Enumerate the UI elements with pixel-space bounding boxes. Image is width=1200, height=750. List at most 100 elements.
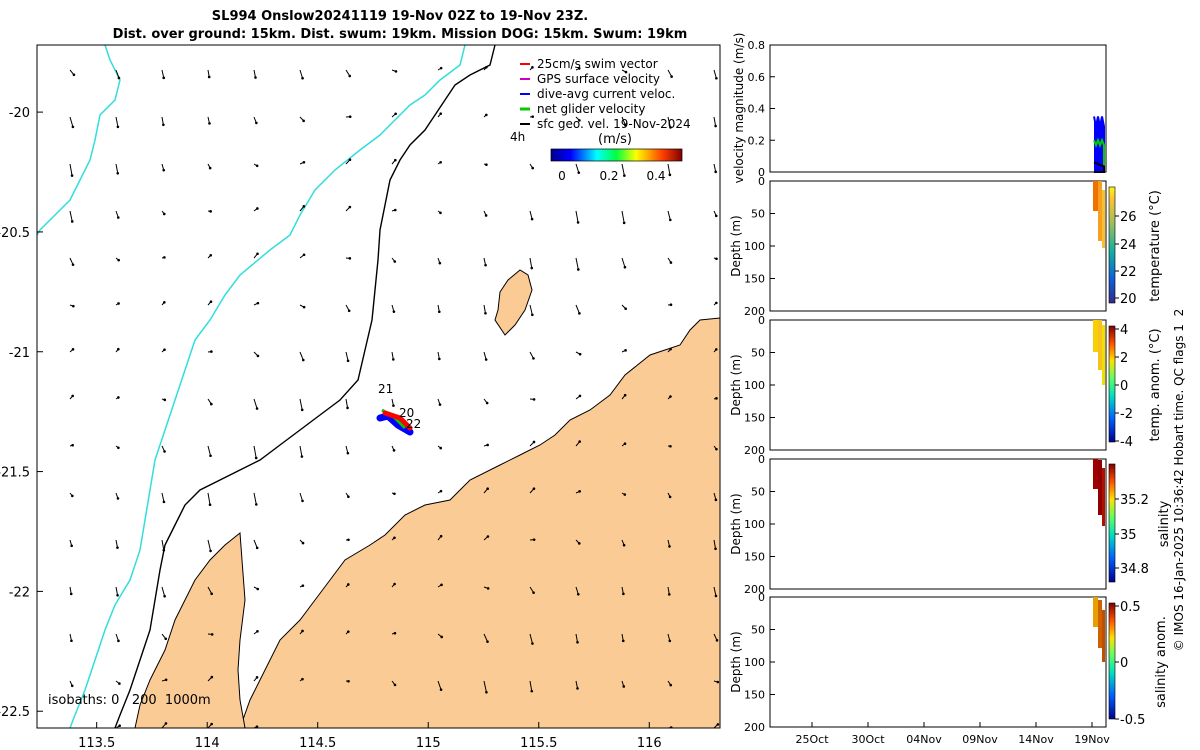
geo-arrow	[392, 727, 393, 728]
geo-arrow	[713, 116, 717, 127]
geo-arrow-head	[116, 125, 120, 129]
geo-arrow-head	[347, 538, 350, 542]
geo-arrow-head	[117, 446, 120, 450]
velocity-y-ticks: 0 0.2 0.4 0.6 0.8	[748, 39, 775, 179]
salinity-panel	[769, 458, 1107, 590]
geo-arrow	[115, 163, 119, 174]
cbar-tick-label: 34.8	[1120, 562, 1149, 577]
colorbar-bar	[550, 148, 683, 162]
depth-ticks: 0501001502000501001502000501001502000501…	[744, 175, 775, 734]
geo-arrow	[346, 727, 347, 728]
geo-arrow-head	[255, 121, 258, 125]
geo-arrow-head	[70, 220, 74, 223]
geo-arrow-head	[437, 310, 441, 314]
sal-anom-ylabel: Depth (m)	[729, 631, 743, 692]
geo-arrow-head	[70, 639, 73, 643]
geo-arrow-head	[394, 70, 398, 73]
geo-arrow-head	[714, 124, 717, 128]
legend-extra: 4h	[510, 130, 525, 144]
geo-arrow	[69, 163, 73, 176]
geo-arrow-head	[622, 685, 626, 688]
geo-arrow-head	[623, 493, 627, 496]
geo-arrow	[115, 69, 120, 79]
cbar-tick-label: 20	[1120, 292, 1137, 307]
velocity-ytick-label: 0.6	[748, 71, 766, 84]
geo-arrow-head	[164, 722, 168, 725]
geo-arrow-head	[346, 406, 349, 410]
geo-arrow-head	[118, 682, 121, 685]
geo-arrow-head	[669, 444, 672, 448]
geo-arrow-head	[393, 536, 396, 540]
geo-arrow-head	[624, 123, 627, 127]
title-line2: Dist. over ground: 15km. Dist. swum: 19k…	[113, 27, 688, 42]
date-ticks: 25Oct 30Oct 04Nov 09Nov 14Nov 19Nov	[795, 722, 1110, 746]
geo-arrow	[621, 116, 626, 126]
map-ytick-label: -20.5	[0, 226, 30, 241]
geo-arrow-head	[347, 495, 350, 498]
geo-arrow-head	[256, 630, 259, 633]
geo-arrow-head	[301, 629, 304, 633]
geo-arrow-head	[439, 112, 443, 115]
geo-arrow-head	[208, 166, 212, 170]
geo-arrow-head	[71, 443, 74, 447]
temp-anom-colorbar	[1108, 325, 1116, 443]
salinity-ylabel: Depth (m)	[729, 493, 743, 554]
geo-arrow-head	[162, 548, 166, 552]
geo-arrow-head	[439, 534, 443, 538]
geo-arrow	[207, 539, 212, 552]
geo-arrow-head	[209, 549, 212, 553]
map-x-ticks: 113.5 114 114.5 115 115.5 116	[78, 722, 662, 750]
geo-arrow	[529, 304, 533, 315]
geo-arrow-head	[439, 211, 442, 215]
velocity-ytick-label: 0	[758, 166, 765, 179]
date-tick-label: 19Nov	[1074, 733, 1110, 746]
geo-arrow-head	[392, 358, 395, 361]
geo-arrow-head	[210, 402, 213, 406]
geo-arrow-head	[116, 546, 119, 549]
geo-arrow-head	[439, 66, 443, 70]
map-xtick-label: 115	[416, 736, 441, 750]
geo-arrow-head	[70, 684, 74, 688]
geo-arrow-head	[622, 221, 626, 225]
map-xtick-label: 116	[637, 736, 662, 750]
geo-arrow-head	[118, 724, 121, 727]
geo-arrow-head	[346, 583, 350, 586]
geo-arrow-head	[624, 70, 628, 74]
cbar-tick-label: 24	[1120, 238, 1137, 253]
depth-tick-label: 100	[744, 656, 765, 669]
geo-arrow-head	[209, 253, 213, 257]
geo-arrow-head	[302, 160, 306, 164]
geo-arrow-head	[162, 500, 166, 504]
geo-arrow-head	[392, 310, 396, 313]
temperature-panel	[769, 180, 1107, 312]
geo-arrow-head	[301, 499, 304, 503]
date-tick-label: 25Oct	[795, 733, 829, 746]
geo-arrow-head	[71, 494, 74, 498]
geo-arrow-head	[715, 257, 718, 261]
geo-arrow-head	[486, 587, 490, 590]
depth-tick-label: 100	[744, 518, 765, 531]
geo-arrow-head	[578, 440, 581, 443]
geo-arrow-head	[578, 119, 581, 122]
geo-arrow-head	[532, 487, 536, 490]
temperature-colorbar	[1108, 186, 1116, 304]
geo-arrow-head	[530, 689, 534, 693]
geo-arrow-head	[394, 158, 397, 162]
geo-arrow-head	[577, 67, 581, 70]
geo-arrow-head	[670, 75, 673, 78]
geo-arrow	[529, 633, 533, 644]
geo-arrow-head	[484, 263, 487, 267]
cbar-tick-label: -4	[1120, 435, 1133, 450]
geo-arrow-head	[393, 631, 397, 635]
cbar-tick-label: 35	[1120, 528, 1137, 543]
geo-arrow-head	[715, 397, 718, 400]
depth-tick-label: 200	[744, 305, 765, 318]
salinity-profiles	[1093, 459, 1105, 526]
depth-tick-label: 100	[744, 240, 765, 253]
cbar-tick-label: 2	[1120, 351, 1128, 366]
geo-arrow	[575, 257, 579, 270]
geo-arrow	[115, 116, 119, 128]
depth-tick-label: 50	[751, 624, 765, 637]
geo-arrow-head	[485, 163, 488, 167]
geo-arrow-head	[578, 490, 581, 493]
